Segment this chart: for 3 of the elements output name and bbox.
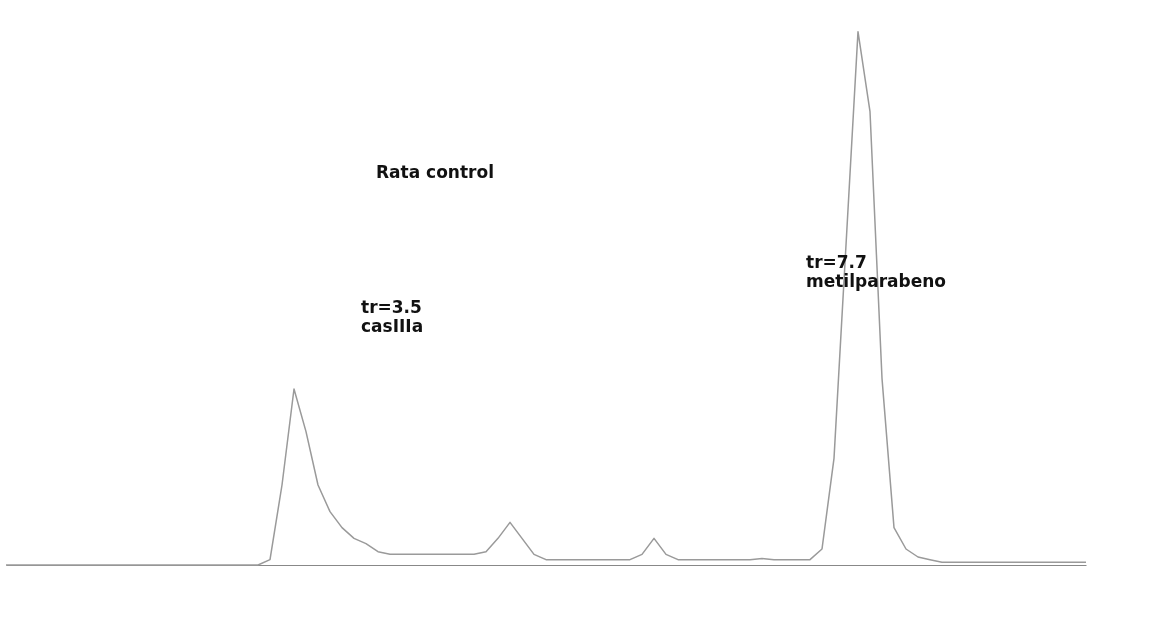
annotation: Rata control [376, 162, 494, 182]
annotation: tr=7.7 metilparabeno [806, 252, 947, 291]
annotation: tr=3.5 casIIIa [361, 297, 424, 336]
